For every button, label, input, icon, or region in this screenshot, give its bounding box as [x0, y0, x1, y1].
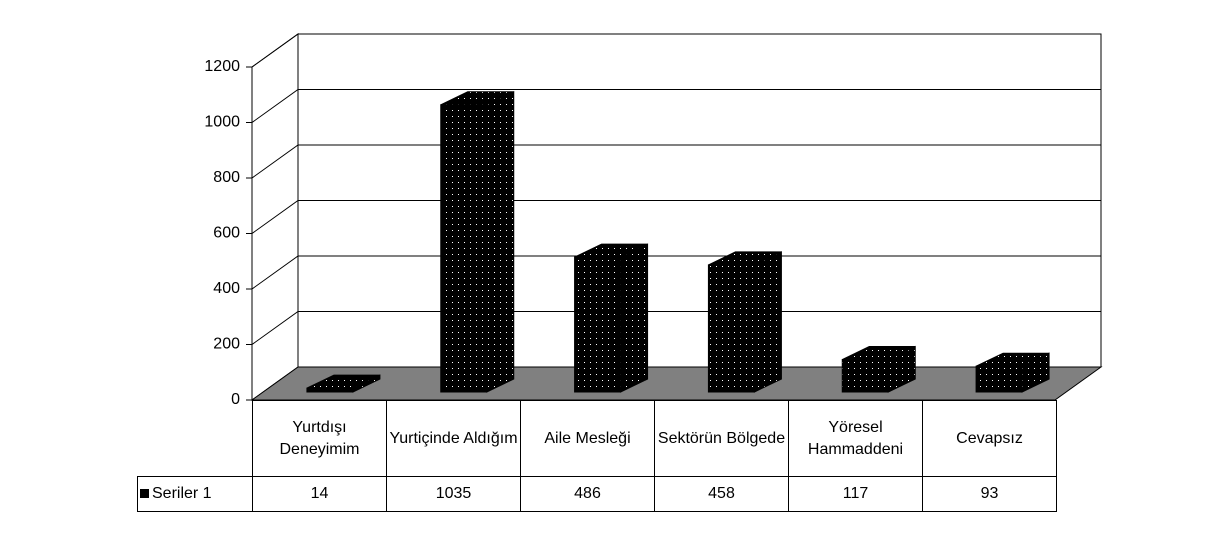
bar: [707, 264, 755, 393]
category-label: Cevapsız: [922, 400, 1057, 477]
series-cell: Seriler 1: [137, 476, 253, 512]
y-tick-label: 0: [231, 391, 240, 408]
grid-line: [251, 89, 1101, 123]
value-cell: 117: [788, 476, 923, 512]
table-corner: [137, 400, 253, 477]
bar-side: [753, 251, 782, 393]
grid-line: [251, 144, 1101, 179]
y-tick-label: 1000: [204, 114, 240, 131]
bar: [841, 359, 889, 393]
value-cell: 486: [520, 476, 655, 512]
category-label: Sektörün Bölgede: [654, 400, 789, 477]
category-label: Yurtdışı Deneyimim: [252, 400, 387, 477]
category-label: Yurtiçinde Aldığım: [386, 400, 521, 477]
legend-label: Seriler 1: [152, 485, 212, 502]
legend-key: [140, 489, 149, 498]
grid-line: [251, 311, 1101, 345]
y-tick-label: 400: [213, 280, 240, 297]
value-cell: 93: [922, 476, 1057, 512]
y-tick-label: 800: [213, 169, 240, 186]
value-cell: 458: [654, 476, 789, 512]
grid-line: [251, 255, 1101, 290]
bar-side: [620, 243, 649, 393]
category-label: Aile Mesleği: [520, 400, 655, 477]
value-cell: 14: [252, 476, 387, 512]
data-table: Yurtdışı Deneyimim Yurtiçinde Aldığım Aile…: [137, 400, 1057, 512]
grid-line: [251, 200, 1101, 234]
grid-line: [251, 33, 1101, 68]
bar: [440, 104, 488, 393]
y-tick-label: 1200: [204, 58, 240, 75]
bar: [306, 387, 354, 393]
bar-side: [486, 90, 515, 393]
bar: [975, 365, 1023, 393]
category-label: Yöresel Hammaddeni: [788, 400, 923, 477]
y-tick-label: 600: [213, 225, 240, 242]
y-tick-label: 200: [213, 336, 240, 353]
floor: [250, 366, 1103, 401]
bar: [574, 256, 622, 393]
value-cell: 1035: [386, 476, 521, 512]
